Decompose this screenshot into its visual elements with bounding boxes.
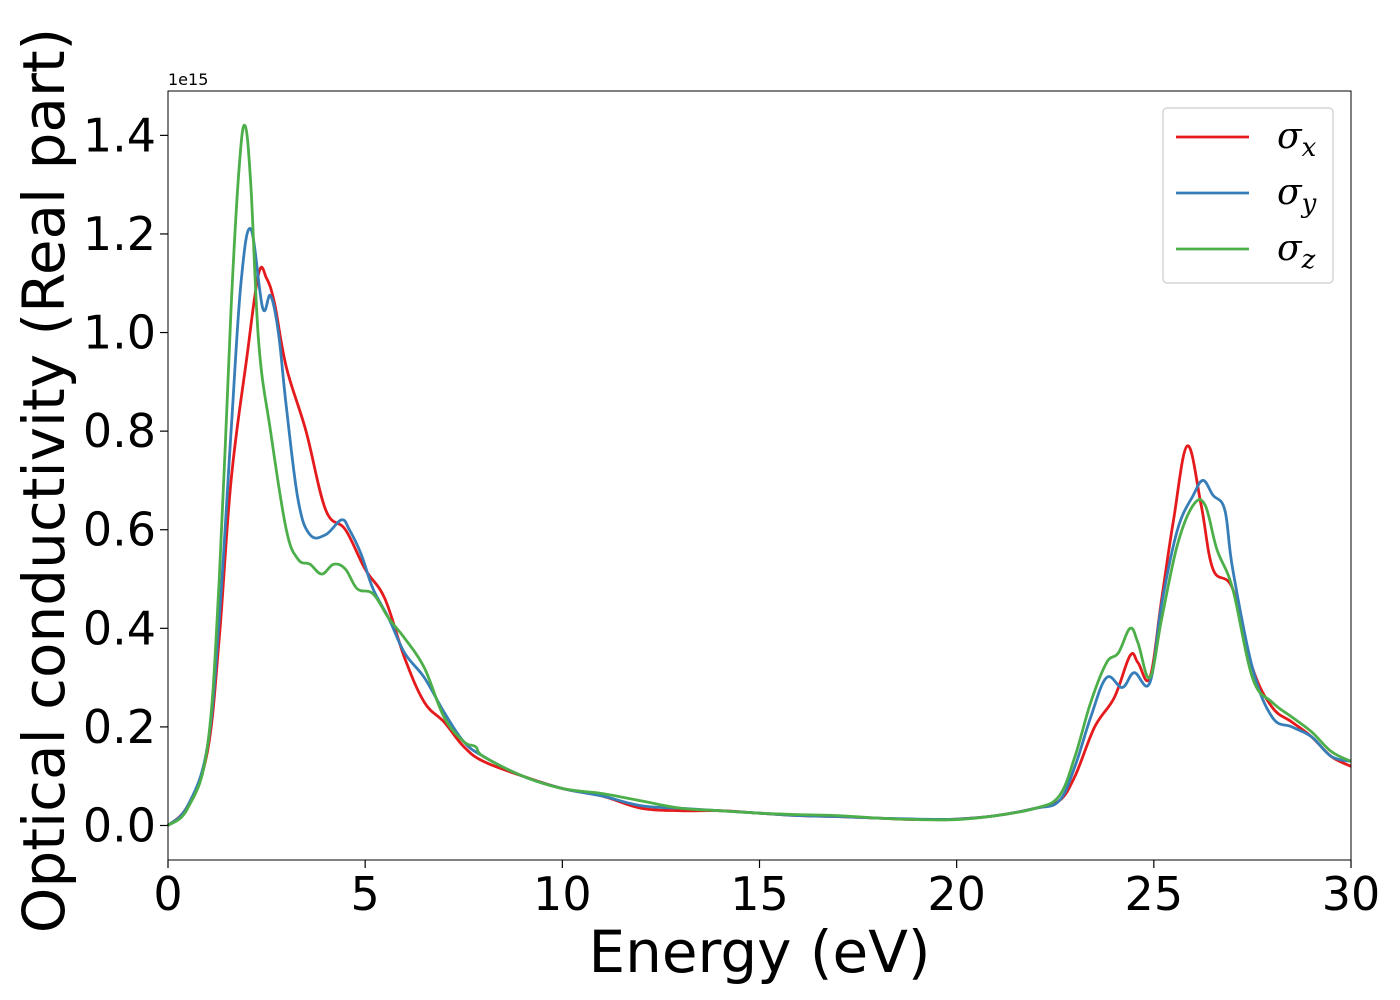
y-tick-label: 1.4 xyxy=(83,108,156,162)
y-tick-label: 0.6 xyxy=(83,503,156,557)
legend-label-base: σ xyxy=(1277,116,1303,157)
y-tick-label: 0.4 xyxy=(83,601,156,655)
legend-label-subscript: y xyxy=(1301,189,1317,219)
x-tick-label: 30 xyxy=(1322,867,1381,921)
x-axis-title: Energy (eV) xyxy=(588,918,930,986)
x-tick-label: 5 xyxy=(351,867,380,921)
x-tick-label: 15 xyxy=(730,867,789,921)
ticks-layer: 0 5 10 15 20 25 30 0.0 0.2 0.4 0.6 0.8 1.0 1.2 1.4 xyxy=(83,108,1380,921)
legend-label-base: σ xyxy=(1277,172,1303,213)
plot-area xyxy=(168,91,1351,860)
series-layer xyxy=(167,123,1352,827)
y-tick-label: 1.2 xyxy=(83,207,156,261)
y-tick-label: 0.2 xyxy=(83,700,156,754)
legend-box xyxy=(1162,107,1334,284)
legend-label-subscript: x xyxy=(1302,133,1317,163)
legend-label-z: σz xyxy=(1277,228,1316,275)
y-offset-text: 1e15 xyxy=(168,70,208,89)
legend-label-subscript: z xyxy=(1301,245,1316,275)
legend-label-base: σ xyxy=(1277,228,1303,269)
x-tick-label: 0 xyxy=(153,867,182,921)
y-axis-title: Optical conductivity (Real part) xyxy=(10,28,78,933)
legend-label-x: σx xyxy=(1277,116,1317,163)
x-tick-label: 25 xyxy=(1125,867,1184,921)
y-tick-label: 0.8 xyxy=(83,404,156,458)
legend-label-y: σy xyxy=(1277,172,1317,219)
y-tick-label: 1.0 xyxy=(83,306,156,360)
series-line-z xyxy=(167,123,1352,827)
x-tick-label: 10 xyxy=(533,867,592,921)
x-tick-label: 20 xyxy=(927,867,986,921)
y-tick-label: 0.0 xyxy=(83,798,156,852)
